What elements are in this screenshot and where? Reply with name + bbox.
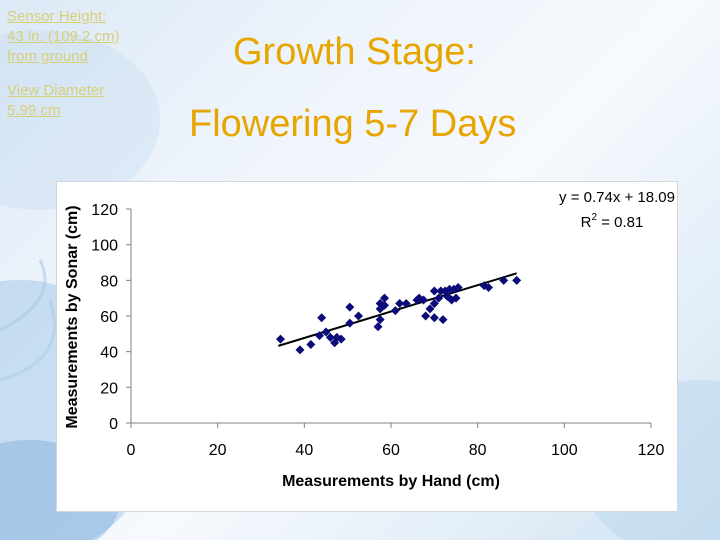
data-point	[375, 315, 385, 325]
x-tick-label: 40	[295, 442, 313, 459]
data-point	[395, 299, 405, 309]
y-tick-label: 120	[91, 202, 118, 219]
scatter-chart: 0 20 40 60 80 100 120 0 20 40 60 80 100 120 Measurem…	[64, 189, 675, 490]
data-point	[425, 304, 435, 314]
x-tick-label: 100	[551, 442, 578, 459]
trendline-equation: y = 0.74x + 18.09	[559, 189, 675, 206]
r-squared-superscript: 2	[591, 212, 597, 223]
y-tick-label: 20	[100, 380, 118, 397]
y-tick-labels: 0 20 40 60 80 100 120	[91, 202, 131, 433]
data-point	[429, 286, 439, 296]
x-axis-title: Measurements by Hand (cm)	[282, 473, 500, 490]
data-point	[429, 313, 439, 323]
page-title-line2: Flowering 5-7 Days	[189, 103, 517, 145]
data-point	[421, 311, 431, 321]
data-point	[499, 275, 509, 285]
data-point	[380, 300, 389, 310]
x-tick-labels: 0 20 40 60 80 100 120	[127, 423, 665, 459]
data-point	[484, 282, 493, 292]
x-tick-label: 0	[127, 442, 136, 459]
data-point	[325, 332, 335, 342]
x-tick-label: 20	[209, 442, 227, 459]
x-tick-label: 60	[382, 442, 400, 459]
scatter-chart-panel: 0 20 40 60 80 100 120 0 20 40 60 80 100 120 Measurem…	[56, 181, 678, 512]
view-diameter-label: View Diameter	[7, 82, 105, 99]
data-point	[321, 327, 331, 337]
data-point	[276, 334, 285, 344]
data-point	[373, 322, 383, 332]
r-squared-label: R2 = 0.81	[581, 212, 644, 231]
data-point	[354, 311, 363, 321]
sensor-height-reference: from ground	[7, 48, 88, 65]
y-tick-label: 60	[100, 309, 118, 326]
y-tick-label: 0	[109, 416, 118, 433]
data-point	[315, 331, 324, 341]
data-point	[306, 340, 316, 350]
view-diameter-value: 5.99 cm	[7, 102, 61, 119]
data-point	[453, 282, 463, 292]
data-point	[401, 299, 411, 309]
data-point	[345, 302, 355, 312]
data-point	[512, 275, 522, 285]
data-point	[317, 313, 327, 323]
data-point	[336, 334, 346, 344]
sensor-height-label: Sensor Height:	[7, 8, 107, 25]
data-point	[419, 295, 428, 305]
data-points	[276, 275, 522, 355]
data-point	[345, 318, 355, 328]
data-point	[451, 293, 461, 303]
data-point	[390, 306, 400, 316]
chart-axes	[130, 209, 651, 424]
data-point	[429, 299, 439, 309]
r-squared-r: R	[581, 214, 592, 231]
x-tick-label: 120	[638, 442, 665, 459]
data-point	[380, 293, 389, 303]
y-tick-label: 80	[100, 273, 118, 290]
y-tick-label: 40	[100, 345, 118, 362]
page-title-line1: Growth Stage:	[233, 31, 476, 73]
data-point	[295, 345, 305, 355]
data-point	[434, 293, 444, 303]
y-tick-label: 100	[91, 238, 118, 255]
sensor-height-value: 43 in. (109.2 cm)	[7, 28, 120, 45]
r-squared-value: = 0.81	[597, 214, 643, 231]
data-point	[479, 281, 489, 291]
y-axis-title: Measurements by Sonar (cm)	[64, 205, 81, 428]
data-point	[438, 315, 448, 325]
x-tick-label: 80	[469, 442, 487, 459]
